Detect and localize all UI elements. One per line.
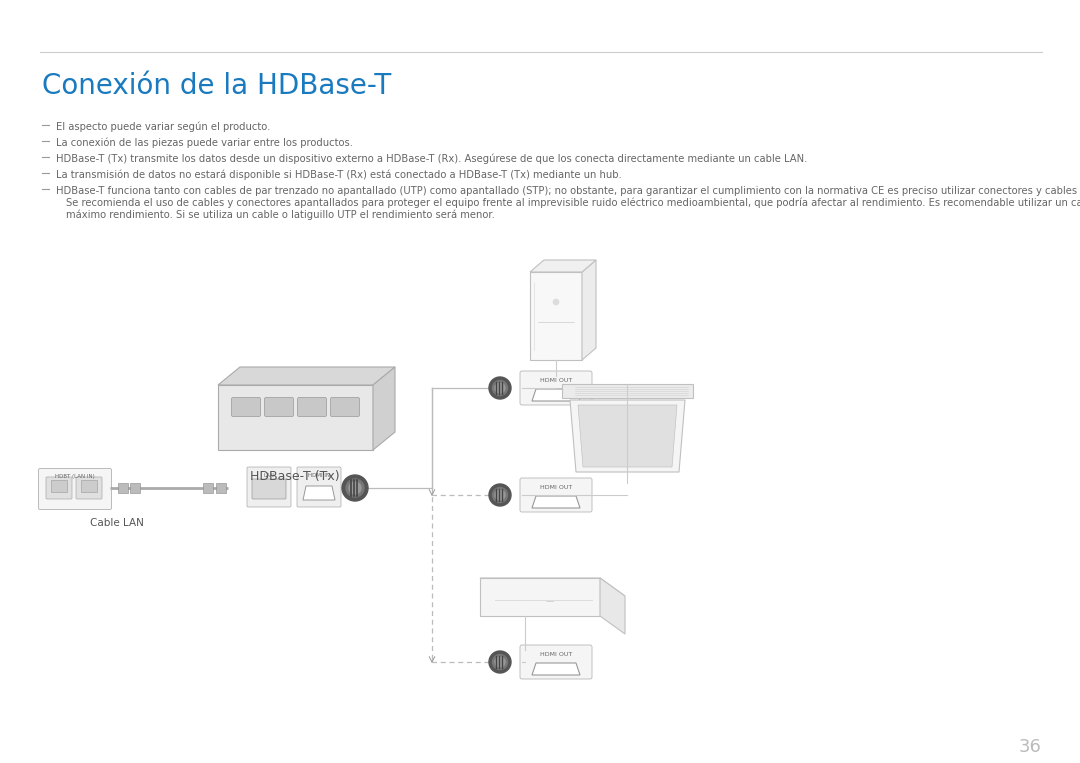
- Circle shape: [492, 488, 508, 503]
- Text: máximo rendimiento. Si se utiliza un cable o latiguillo UTP el rendimiento será : máximo rendimiento. Si se utiliza un cab…: [66, 210, 495, 221]
- Polygon shape: [532, 663, 580, 675]
- Circle shape: [346, 479, 364, 497]
- Text: 36: 36: [1020, 738, 1042, 756]
- Bar: [81, 480, 97, 492]
- Circle shape: [489, 651, 511, 673]
- Polygon shape: [600, 578, 625, 634]
- Polygon shape: [480, 578, 600, 616]
- Circle shape: [492, 655, 508, 669]
- FancyBboxPatch shape: [39, 468, 111, 510]
- Bar: [51, 480, 67, 492]
- FancyBboxPatch shape: [265, 398, 294, 417]
- Text: HDMI OUT: HDMI OUT: [540, 378, 572, 383]
- Polygon shape: [578, 405, 677, 467]
- FancyBboxPatch shape: [519, 478, 592, 512]
- Bar: [216, 483, 226, 493]
- Polygon shape: [480, 578, 625, 596]
- FancyBboxPatch shape: [247, 467, 291, 507]
- Circle shape: [553, 299, 559, 305]
- Polygon shape: [532, 389, 580, 401]
- Polygon shape: [570, 400, 685, 472]
- Text: Cable LAN: Cable LAN: [90, 518, 144, 528]
- Text: HDBT (LAN IN): HDBT (LAN IN): [55, 474, 95, 479]
- FancyBboxPatch shape: [297, 467, 341, 507]
- Text: Conexión de la HDBase-T: Conexión de la HDBase-T: [42, 72, 391, 100]
- FancyBboxPatch shape: [76, 477, 102, 499]
- Bar: [203, 483, 213, 493]
- Bar: [130, 483, 140, 493]
- Polygon shape: [562, 384, 693, 398]
- Text: Se recomienda el uso de cables y conectores apantallados para proteger el equipo: Se recomienda el uso de cables y conecto…: [66, 198, 1080, 208]
- Circle shape: [349, 482, 361, 494]
- Polygon shape: [530, 260, 596, 272]
- Text: LAN: LAN: [264, 473, 274, 478]
- Text: HDBase-T (Tx): HDBase-T (Tx): [251, 470, 340, 483]
- Text: —: —: [545, 597, 554, 607]
- Text: HDMI IN: HDMI IN: [308, 473, 330, 478]
- FancyBboxPatch shape: [297, 398, 326, 417]
- FancyBboxPatch shape: [46, 477, 72, 499]
- Text: HDMI OUT: HDMI OUT: [540, 652, 572, 657]
- Text: HDBase-T (Tx) transmite los datos desde un dispositivo externo a HDBase-T (Rx). : HDBase-T (Tx) transmite los datos desde …: [56, 154, 808, 165]
- Polygon shape: [582, 260, 596, 360]
- Polygon shape: [303, 486, 335, 500]
- Text: HDMI OUT: HDMI OUT: [540, 485, 572, 490]
- Text: El aspecto puede variar según el producto.: El aspecto puede variar según el product…: [56, 122, 270, 133]
- Circle shape: [342, 475, 368, 501]
- FancyBboxPatch shape: [231, 398, 260, 417]
- Polygon shape: [373, 367, 395, 450]
- Circle shape: [489, 377, 511, 399]
- Polygon shape: [218, 367, 395, 385]
- Text: La conexión de las piezas puede variar entre los productos.: La conexión de las piezas puede variar e…: [56, 138, 353, 149]
- FancyBboxPatch shape: [519, 645, 592, 679]
- Circle shape: [495, 383, 505, 393]
- Text: La transmisión de datos no estará disponible si HDBase-T (Rx) está conectado a H: La transmisión de datos no estará dispon…: [56, 170, 622, 181]
- FancyBboxPatch shape: [519, 371, 592, 405]
- Circle shape: [495, 490, 505, 500]
- Circle shape: [489, 484, 511, 506]
- Bar: [118, 483, 129, 493]
- FancyBboxPatch shape: [330, 398, 360, 417]
- Polygon shape: [530, 272, 582, 360]
- Text: HDBase-T funciona tanto con cables de par trenzado no apantallado (UTP) como apa: HDBase-T funciona tanto con cables de pa…: [56, 186, 1080, 196]
- Circle shape: [495, 657, 505, 667]
- FancyBboxPatch shape: [252, 479, 286, 499]
- Circle shape: [492, 381, 508, 395]
- Polygon shape: [218, 385, 373, 450]
- Polygon shape: [532, 496, 580, 508]
